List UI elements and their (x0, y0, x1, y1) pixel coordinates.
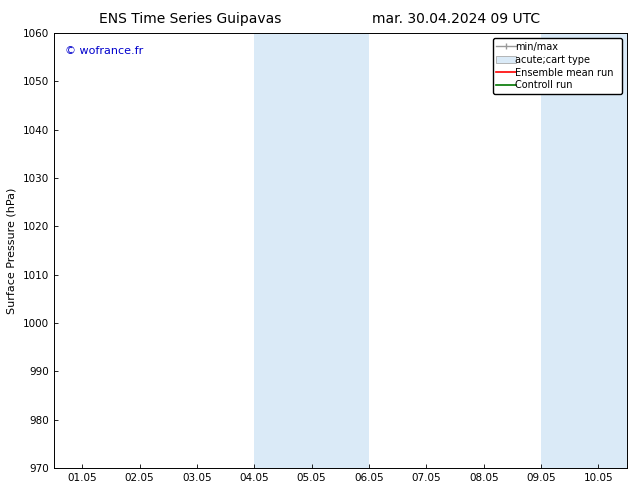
Y-axis label: Surface Pressure (hPa): Surface Pressure (hPa) (7, 187, 17, 314)
Text: ENS Time Series Guipavas: ENS Time Series Guipavas (99, 12, 281, 26)
Bar (598, 33, 627, 468)
Bar (541, 33, 598, 468)
Bar (254, 33, 312, 468)
Bar (312, 33, 369, 468)
Text: © wofrance.fr: © wofrance.fr (65, 46, 143, 56)
Legend: min/max, acute;cart type, Ensemble mean run, Controll run: min/max, acute;cart type, Ensemble mean … (493, 38, 622, 95)
Text: mar. 30.04.2024 09 UTC: mar. 30.04.2024 09 UTC (372, 12, 541, 26)
